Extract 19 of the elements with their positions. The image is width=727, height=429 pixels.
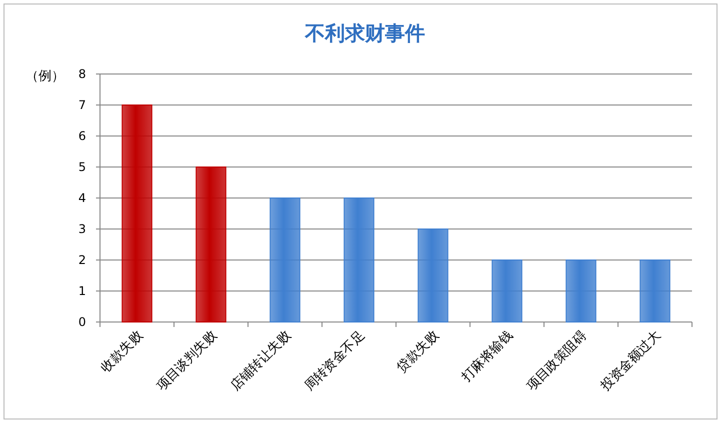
x-tick-label: 周转资金不足 — [302, 328, 368, 394]
x-tick-label: 项目谈判失败 — [154, 328, 220, 394]
y-tick-label: 5 — [78, 160, 86, 174]
y-tick-label: 1 — [78, 284, 86, 298]
y-tick-label: 2 — [78, 253, 86, 267]
x-tick-label: 贷款失败 — [394, 328, 442, 376]
y-tick-label: 8 — [78, 67, 86, 81]
x-tick-label: 打麻将输钱 — [458, 328, 516, 386]
y-tick-label: 3 — [78, 222, 86, 236]
y-axis-title: （例） — [26, 69, 64, 84]
y-tick-label: 4 — [78, 191, 86, 205]
y-tick-label: 0 — [78, 315, 86, 329]
x-tick-label: 项目政策阻碍 — [524, 328, 590, 394]
x-tick-label: 收款失败 — [98, 328, 146, 376]
x-tick-label: 店铺转让失败 — [227, 328, 294, 394]
y-tick-label: 6 — [78, 129, 86, 143]
x-tick-label: 投资金额过大 — [597, 328, 664, 395]
chart-title: 不利求财事件 — [304, 21, 425, 45]
y-tick-label: 7 — [78, 98, 86, 112]
